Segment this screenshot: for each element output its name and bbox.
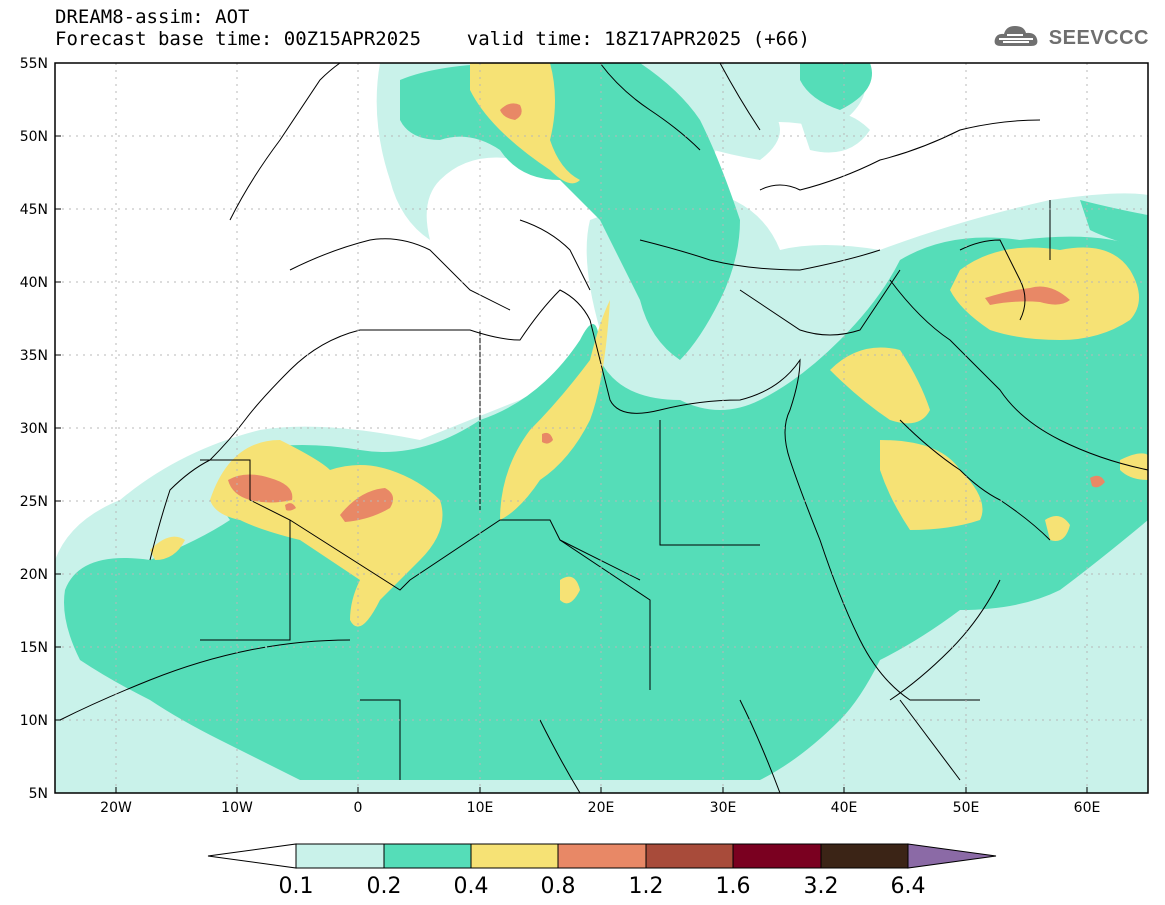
lat-label: 40N <box>20 275 48 291</box>
legend-label: 1.6 <box>716 874 751 899</box>
lon-label: 60E <box>1074 800 1101 816</box>
lat-label: 25N <box>20 494 48 510</box>
legend-swatch <box>295 843 385 869</box>
lat-label: 15N <box>20 640 48 656</box>
legend-swatch <box>820 843 909 869</box>
legend-label: 1.2 <box>629 874 664 899</box>
lon-label: 10E <box>467 800 494 816</box>
lon-label: 10W <box>221 800 253 816</box>
tick-marks <box>55 62 1088 794</box>
legend-low-arrow <box>207 843 297 869</box>
legend-swatch <box>645 843 734 869</box>
lon-labels: 20W 10W 0 10E 20E 30E 40E 50E 60E <box>100 800 1100 816</box>
lon-label: 20W <box>100 800 132 816</box>
graticule <box>55 63 1148 793</box>
map-title: DREAM8-assim: AOT <box>55 6 250 28</box>
legend-label: 0.4 <box>454 874 489 899</box>
lat-label: 45N <box>20 202 48 218</box>
lon-label: 50E <box>953 800 980 816</box>
legend-label: 6.4 <box>891 874 926 899</box>
lat-label: 30N <box>20 421 48 437</box>
cloud-icon <box>993 22 1043 54</box>
aot-field <box>55 63 1148 793</box>
title-block: DREAM8-assim: AOT Forecast base time: 00… <box>55 6 810 50</box>
lon-label: 40E <box>831 800 858 816</box>
lat-label: 35N <box>20 348 48 364</box>
legend-swatch <box>732 843 822 869</box>
legend-label: 0.2 <box>367 874 402 899</box>
lat-label: 10N <box>20 713 48 729</box>
lat-label: 50N <box>20 129 48 145</box>
coastlines <box>59 63 1148 793</box>
legend-swatch <box>557 843 647 869</box>
legend-label: 0.1 <box>279 874 314 899</box>
legend-high-arrow <box>907 843 997 869</box>
lat-label: 20N <box>20 567 48 583</box>
legend-label: 3.2 <box>804 874 839 899</box>
color-legend: 0.1 0.2 0.4 0.8 1.2 1.6 3.2 6.4 <box>207 843 997 899</box>
seevccc-logo: SEEVCCC <box>993 22 1149 54</box>
aot-level-0.8 <box>228 103 1105 522</box>
lon-label: 0 <box>354 800 363 816</box>
map-subtitle: Forecast base time: 00Z15APR2025 valid t… <box>55 28 810 50</box>
logo-text: SEEVCCC <box>1048 26 1149 49</box>
lon-label: 20E <box>588 800 615 816</box>
legend-swatch <box>383 843 472 869</box>
legend-label: 0.8 <box>541 874 576 899</box>
lon-label: 30E <box>710 800 737 816</box>
lat-labels: 55N 50N 45N 40N 35N 30N 25N 20N 15N 10N … <box>20 56 48 802</box>
lat-label: 55N <box>20 56 48 72</box>
lat-label: 5N <box>29 786 48 802</box>
legend-swatch <box>470 843 559 869</box>
